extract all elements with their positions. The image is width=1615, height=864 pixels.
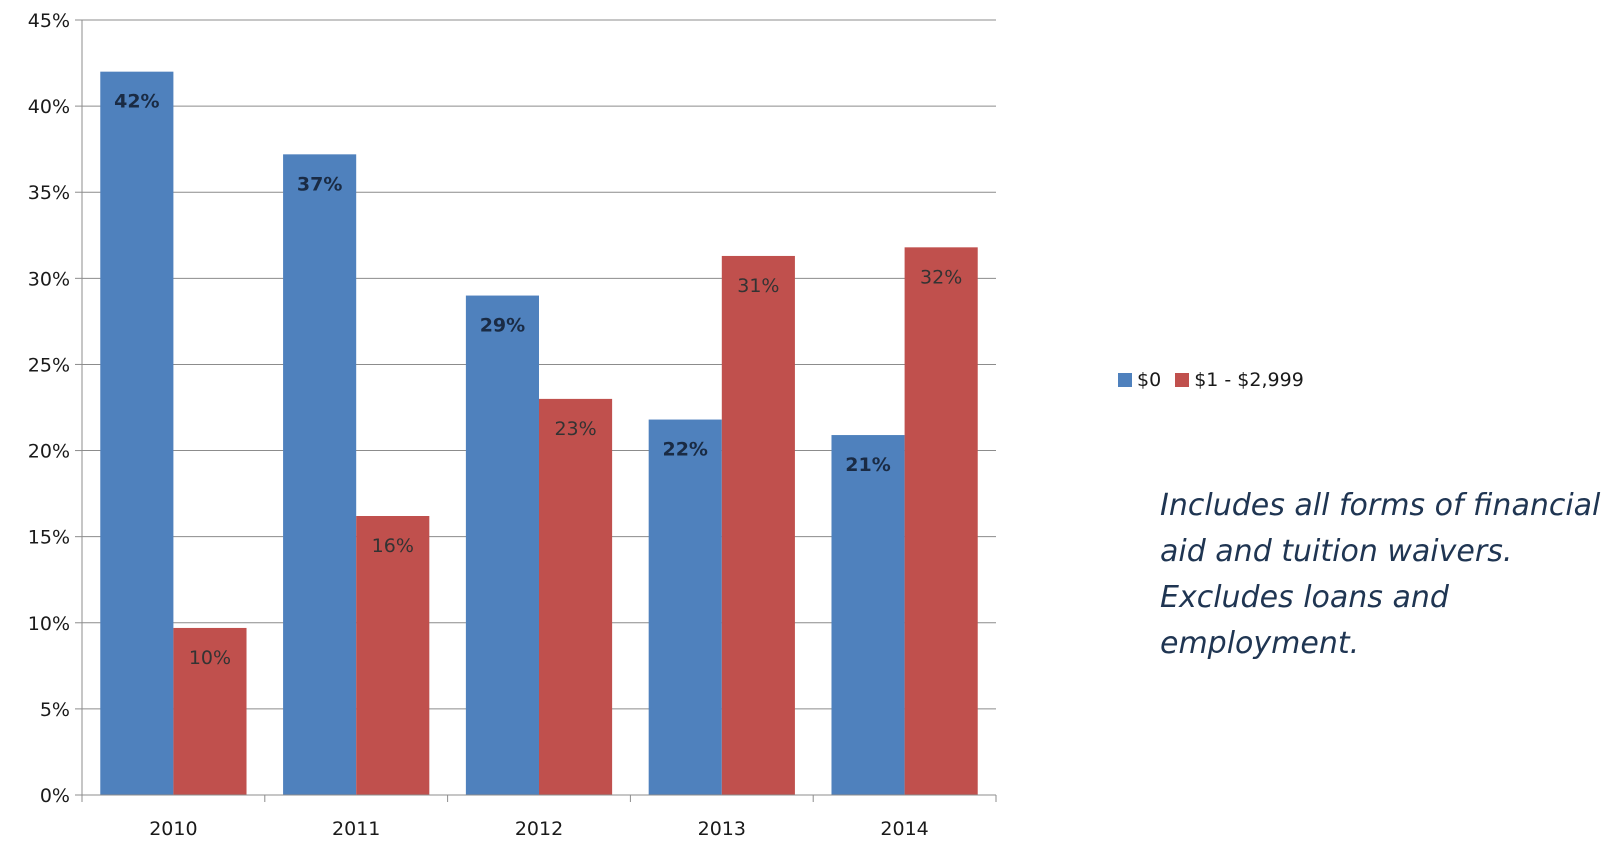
x-tick-label: 2011 (332, 818, 380, 840)
data-label: 22% (662, 439, 707, 461)
bars (100, 71, 978, 796)
x-tick-label: 2013 (698, 818, 746, 840)
data-label: 23% (554, 418, 596, 440)
bar-zero-2013 (648, 419, 722, 795)
legend-item-zero: $0 (1118, 369, 1161, 391)
legend-item-low-amount: $1 - $2,999 (1175, 369, 1304, 391)
bar-chart: 0% 5% 10% 15% 20% 25% 30% 35% 40% 45% 2010 2011 2012… (28, 10, 997, 840)
data-label: 32% (920, 266, 962, 288)
bar-zero-2010 (100, 71, 174, 795)
data-label: 16% (372, 535, 414, 557)
bar-low-amount-2012 (539, 398, 613, 795)
legend-swatch-low-amount (1175, 373, 1190, 387)
bar-low-amount-2013 (721, 255, 795, 795)
bar-zero-2014 (831, 435, 905, 795)
x-tick-label: 2012 (515, 818, 563, 840)
x-tick-label: 2014 (880, 818, 928, 840)
data-label: 21% (845, 454, 890, 476)
chart-note: Includes all forms of financial aid and … (1160, 488, 1601, 661)
y-tick-label: 35% (28, 182, 70, 204)
data-labels: 42% 10% 37% 16% 29% 23% 22% 31% 21% 32% (114, 91, 962, 669)
legend-label-low-amount: $1 - $2,999 (1194, 369, 1304, 391)
bar-zero-2011 (283, 154, 357, 796)
bar-low-amount-2014 (904, 247, 978, 796)
data-label: 37% (297, 173, 342, 195)
data-label: 10% (189, 647, 231, 669)
y-tick-label: 45% (28, 10, 70, 32)
legend-swatch-zero (1118, 373, 1132, 387)
data-label: 42% (114, 91, 159, 113)
y-tick-label: 5% (40, 699, 70, 721)
x-tick-label: 2010 (149, 818, 197, 840)
axes: 0% 5% 10% 15% 20% 25% 30% 35% 40% 45% 2010 2011 2012… (28, 10, 997, 840)
y-tick-label: 10% (28, 613, 70, 635)
y-tick-label: 0% (40, 785, 70, 807)
bar-low-amount-2010 (173, 627, 247, 795)
data-label: 29% (480, 315, 525, 337)
y-tick-label: 40% (28, 96, 70, 118)
bar-low-amount-2011 (356, 516, 430, 795)
y-tick-label: 25% (28, 354, 70, 376)
y-tick-label: 15% (28, 527, 70, 549)
legend-label-zero: $0 (1137, 369, 1162, 391)
y-tick-label: 30% (28, 268, 70, 290)
legend: $0 $1 - $2,999 (1118, 369, 1318, 391)
data-label: 31% (737, 275, 779, 297)
bar-zero-2012 (465, 295, 539, 795)
y-tick-label: 20% (28, 441, 70, 463)
